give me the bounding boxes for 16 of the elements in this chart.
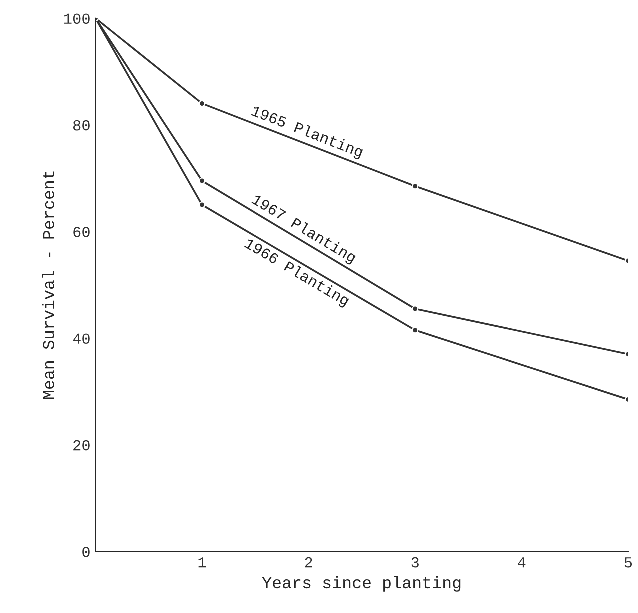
point — [198, 178, 206, 184]
x-tick-label: 2 — [305, 557, 312, 568]
x-axis-title: Years since planting — [262, 576, 461, 592]
x-tick-label: 4 — [518, 558, 526, 568]
y-tick-label: 80 — [73, 120, 90, 131]
y-tick-label: 60 — [74, 227, 90, 238]
y-tick-label: 20 — [74, 440, 90, 451]
x-tick-label: 3 — [412, 557, 419, 568]
y-axis-title: Mean Survival - Percent — [42, 172, 54, 400]
y-tick-label: 40 — [73, 334, 90, 344]
point — [412, 183, 419, 190]
x-tick-label: 1 — [198, 558, 206, 568]
point — [412, 306, 419, 312]
x-tick-label: 5 — [624, 558, 632, 568]
y-tick-label: 100 — [64, 14, 90, 24]
y-tick-label: 0 — [82, 547, 90, 558]
